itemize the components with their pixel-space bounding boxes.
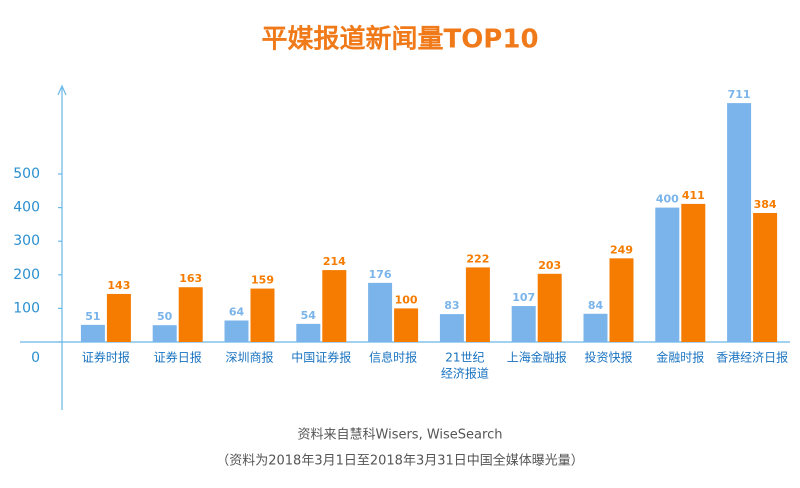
x-tick-label: 经济报道	[441, 366, 489, 381]
bar	[655, 207, 680, 342]
chart-title: 平媒报道新闻量TOP10	[261, 24, 538, 55]
value-label: 203	[538, 259, 561, 272]
value-label: 214	[323, 255, 346, 268]
y-tick-label: 100	[13, 300, 40, 316]
x-tick-label: 上海金融报	[507, 350, 567, 365]
x-tick-label: 香港经济日报	[716, 350, 788, 365]
x-tick-label: 金融时报	[656, 350, 704, 365]
bar	[537, 273, 562, 342]
bar	[394, 308, 419, 342]
bar	[727, 103, 752, 342]
bar	[583, 313, 608, 342]
value-label: 249	[610, 243, 633, 256]
bar	[296, 323, 321, 342]
x-tick-label: 投资快报	[584, 350, 632, 365]
bar	[322, 270, 347, 342]
value-label: 400	[656, 193, 679, 206]
value-label: 100	[395, 293, 418, 306]
bar	[224, 320, 249, 342]
value-label: 384	[754, 198, 777, 211]
value-label: 64	[229, 305, 245, 318]
bar	[753, 212, 778, 342]
x-tick-label: 证券日报	[154, 350, 202, 365]
bar	[681, 203, 706, 342]
value-label: 84	[588, 299, 604, 312]
bar	[609, 258, 634, 342]
y-tick-label: 400	[13, 200, 40, 216]
value-label: 163	[179, 272, 202, 285]
x-tick-label: 21世纪	[445, 351, 484, 365]
value-label: 411	[682, 189, 705, 202]
value-label: 222	[466, 252, 489, 265]
bar	[368, 282, 393, 342]
date-note: （资料为2018年3月1日至2018年3月31日中国全媒体曝光量）	[216, 453, 584, 469]
value-label: 107	[512, 291, 535, 304]
bar	[106, 293, 131, 342]
value-label: 83	[444, 299, 459, 312]
bar	[250, 288, 275, 342]
value-label: 51	[85, 310, 100, 323]
y-tick-label: 500	[13, 166, 40, 182]
y-tick-label: 0	[31, 350, 40, 366]
bar	[511, 306, 536, 342]
value-label: 50	[157, 310, 173, 323]
bar	[80, 324, 105, 342]
bar	[439, 314, 464, 342]
x-tick-label: 证券时报	[82, 350, 130, 365]
x-tick-label: 中国证券报	[291, 350, 351, 365]
y-tick-label: 200	[13, 267, 40, 283]
x-tick-label: 信息时报	[369, 350, 417, 365]
x-tick-label: 深圳商报	[225, 350, 273, 365]
y-axis-arrow	[57, 84, 67, 96]
bar	[465, 267, 490, 342]
value-label: 176	[369, 268, 392, 281]
value-label: 143	[107, 279, 130, 292]
bar	[178, 287, 203, 342]
bar	[152, 325, 177, 342]
value-label: 54	[301, 309, 317, 322]
source-note: 资料来自慧科Wisers, WiseSearch	[298, 427, 503, 443]
value-label: 159	[251, 274, 274, 287]
y-tick-label: 300	[13, 233, 40, 249]
value-label: 711	[728, 88, 751, 101]
